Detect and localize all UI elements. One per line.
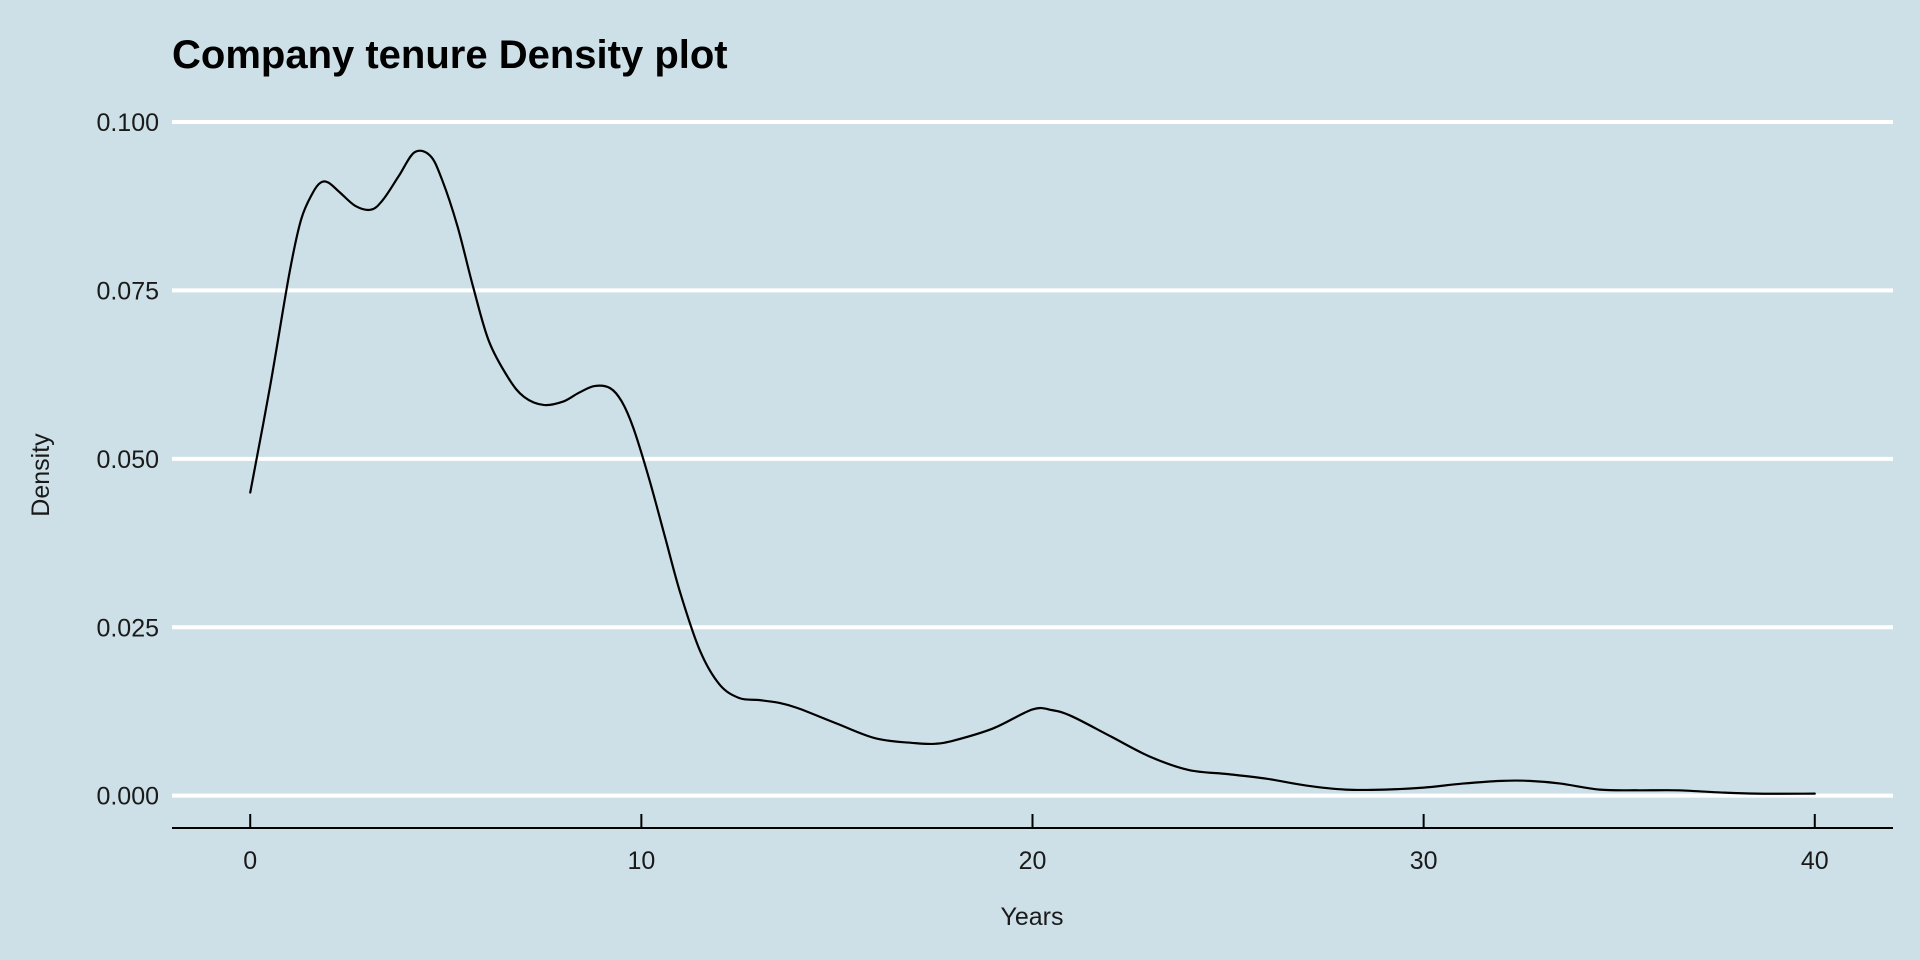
- x-tick-label: 40: [1801, 847, 1829, 875]
- y-tick-label: 0.100: [96, 109, 159, 137]
- density-curve: [249, 149, 1816, 795]
- x-axis-title: Years: [1000, 903, 1063, 931]
- chart-title: Company tenure Density plot: [172, 33, 728, 77]
- x-tick-label: 20: [1019, 847, 1047, 875]
- y-tick-label: 0.075: [96, 277, 159, 305]
- y-tick-labels: 0.000 0.025 0.050 0.075 0.100: [96, 109, 159, 811]
- x-tick-label: 0: [243, 847, 257, 875]
- grid-layer: [172, 120, 1893, 798]
- x-tick-label: 30: [1410, 847, 1438, 875]
- x-tick-label: 10: [627, 847, 655, 875]
- x-ticks: 0 10 20 30 40: [243, 814, 1829, 875]
- y-tick-label: 0.025: [96, 614, 159, 642]
- y-axis-title: Density: [27, 433, 55, 517]
- y-tick-label: 0.000: [96, 783, 159, 811]
- y-tick-label: 0.050: [96, 446, 159, 474]
